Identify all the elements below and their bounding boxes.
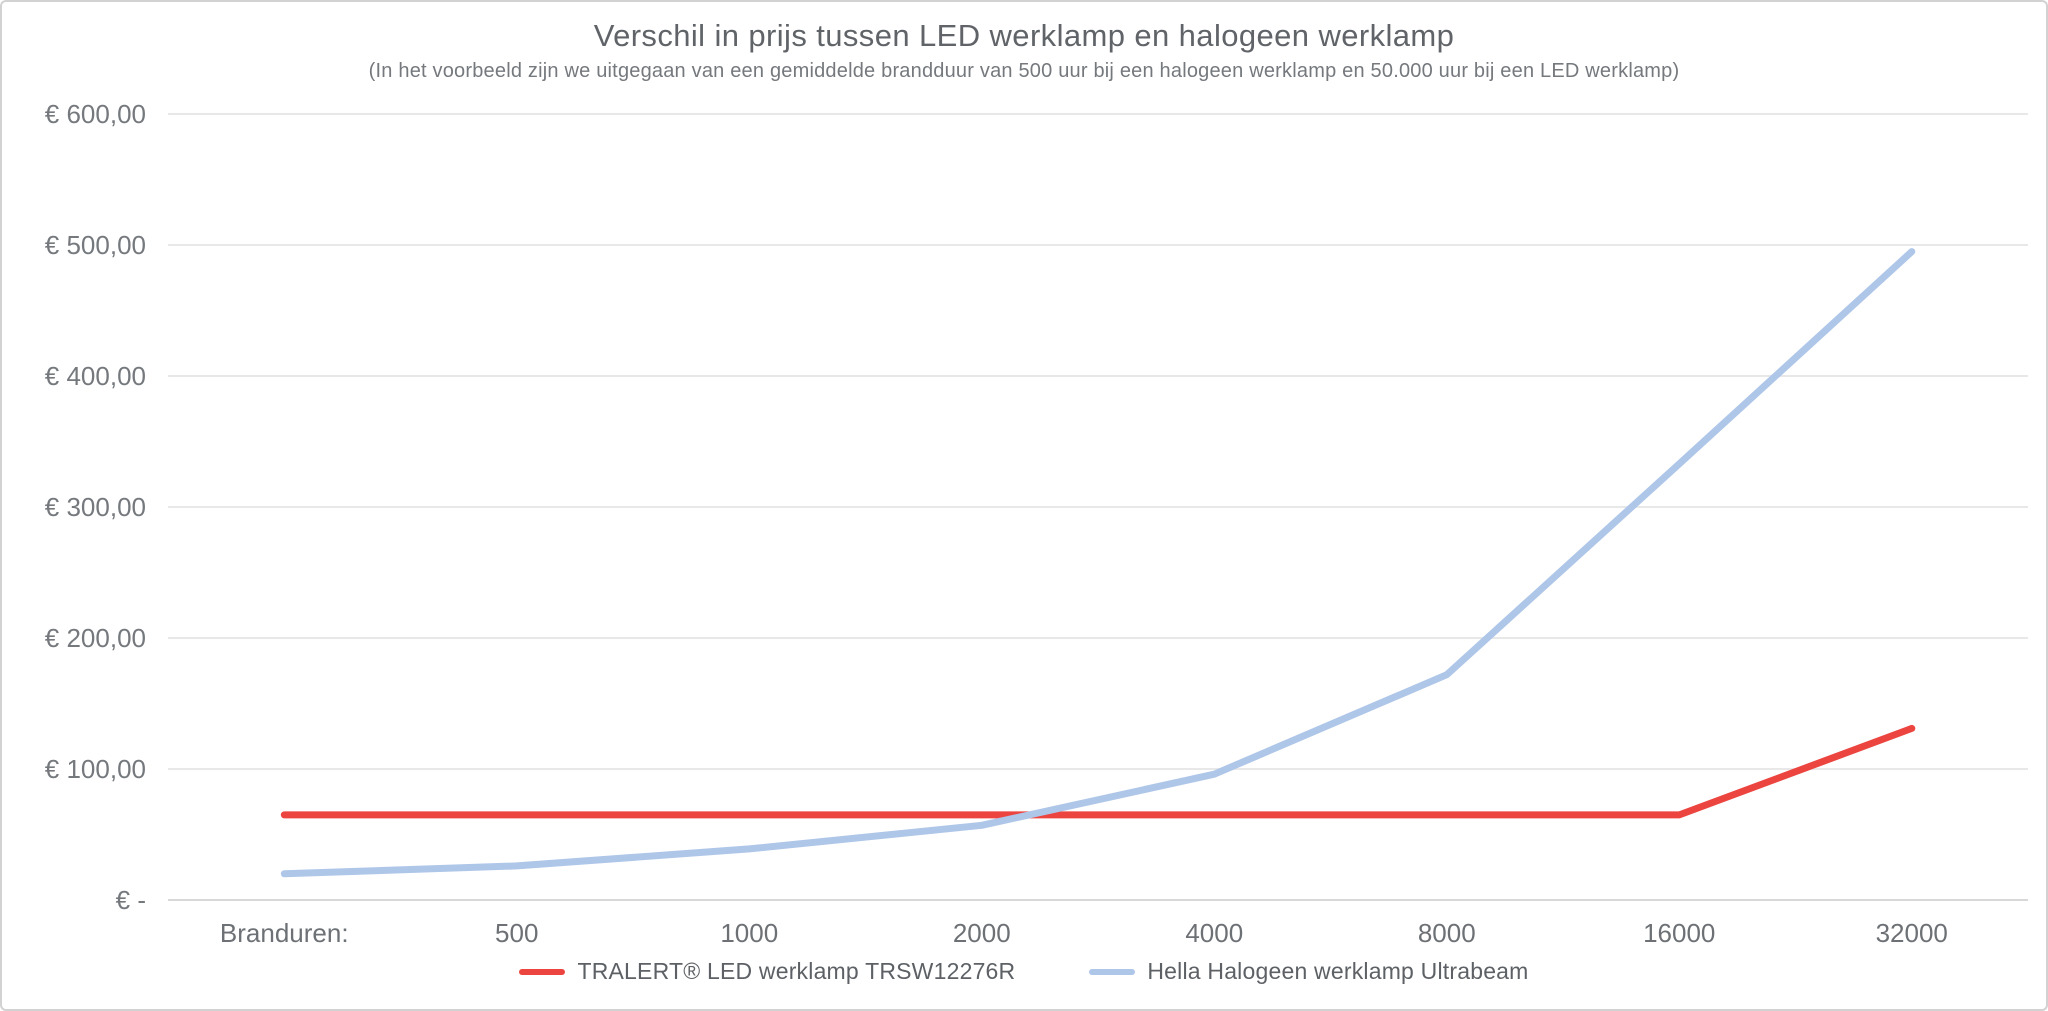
x-tick-label: 16000 xyxy=(1643,918,1715,948)
x-tick-label: 32000 xyxy=(1876,918,1948,948)
y-tick-label: € 500,00 xyxy=(45,230,146,260)
y-tick-label: € 400,00 xyxy=(45,361,146,391)
legend-item-led: TRALERT® LED werklamp TRSW12276R xyxy=(519,958,1015,985)
x-tick-label: 4000 xyxy=(1185,918,1243,948)
x-tick-label: 2000 xyxy=(953,918,1011,948)
x-tick-label: Branduren: xyxy=(220,918,349,948)
chart-subtitle: (In het voorbeeld zijn we uitgegaan van … xyxy=(368,60,1680,82)
legend-led-line-swatch-icon xyxy=(519,968,566,975)
legend-halogen-label: Hella Halogeen werklamp Ultrabeam xyxy=(1147,958,1529,984)
series-line-1 xyxy=(280,248,1916,878)
x-tick-label: 500 xyxy=(495,918,538,948)
series-line-0 xyxy=(280,724,1916,819)
chart-title: Verschil in prijs tussen LED werklamp en… xyxy=(593,18,1455,53)
y-tick-label: € 300,00 xyxy=(45,492,146,522)
legend-led-label: TRALERT® LED werklamp TRSW12276R xyxy=(577,958,1016,984)
y-tick-label: € 200,00 xyxy=(45,623,146,653)
legend-halogen-line-swatch-icon xyxy=(1089,968,1136,975)
y-tick-label: € 100,00 xyxy=(45,754,146,784)
y-tick-label: € - xyxy=(116,885,146,915)
y-tick-label: € 600,00 xyxy=(45,99,146,129)
legend-item-halogen: Hella Halogeen werklamp Ultrabeam xyxy=(1089,958,1528,985)
x-tick-label: 8000 xyxy=(1418,918,1476,948)
legend: TRALERT® LED werklamp TRSW12276R Hella H… xyxy=(0,958,2048,985)
x-tick-label: 1000 xyxy=(720,918,778,948)
